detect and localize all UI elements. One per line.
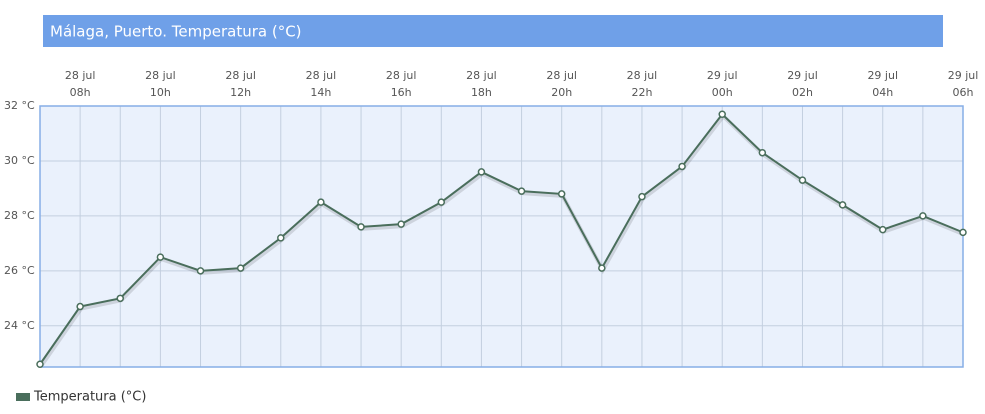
point [517,187,526,195]
point [638,192,646,201]
point [357,223,365,231]
x-tick-label: 29 jul [948,69,979,82]
title-bar [43,15,943,47]
x-tick-label: 29 jul [707,69,738,82]
x-tick-label: 29 jul [867,69,898,82]
point [236,264,245,272]
point [758,148,767,157]
x-tick-label: 06h [953,86,974,99]
x-tick-label: 28 jul [145,69,176,82]
x-tick-label: 28 jul [65,69,96,82]
grid [39,105,964,367]
plot-border [39,105,964,368]
legend-label: Temperatura (°C) [33,390,146,405]
point [959,228,967,237]
point [76,302,84,311]
x-tick-label: 04h [872,86,893,99]
x-tick-label: 08h [70,86,91,99]
point [317,198,325,206]
x-tick-label: 28 jul [627,69,658,82]
point [798,176,807,184]
point [598,264,606,272]
x-tick-label: 22h [631,86,652,99]
x-tick-label: 28 jul [546,69,577,82]
x-tick-label: 28 jul [306,69,337,82]
x-tick-label: 16h [391,86,412,99]
x-tick-label: 29 jul [787,69,818,82]
x-tick-label: 10h [150,86,171,99]
point [156,253,165,261]
legend-swatch [16,393,30,401]
marks [36,110,967,369]
point [397,220,405,228]
x-tick-label: 18h [471,86,492,99]
y-tick-label: 26 °C [4,264,35,277]
point [196,267,205,275]
plot-area [40,106,963,367]
x-tick-label: 28 jul [466,69,497,82]
x-tick-label: 02h [792,86,813,99]
y-tick-label: 28 °C [4,209,35,222]
x-tick-label: 20h [551,86,572,99]
line [39,112,964,365]
y-tick-label: 24 °C [4,319,35,332]
point [116,294,125,303]
point [437,198,446,206]
point [477,168,486,176]
x-tick-label: 28 jul [225,69,256,82]
point [557,190,566,198]
point [718,110,726,118]
x-tick-label: 28 jul [386,69,417,82]
chart-title: Málaga, Puerto. Temperatura (°C) [50,23,302,41]
point [277,234,285,242]
x-tick-label: 00h [712,86,733,99]
line-shadow [39,113,965,368]
x-tick-label: 12h [230,86,251,99]
y-tick-label: 30 °C [4,154,35,167]
point [919,212,927,220]
x-tick-label: 14h [310,86,331,99]
y-tick-label: 32 °C [4,99,35,112]
point [838,201,847,209]
point [878,225,887,234]
point [678,162,686,171]
point [36,360,44,369]
